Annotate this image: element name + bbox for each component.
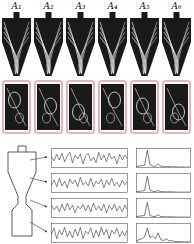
svg-text:A₄: A₄ xyxy=(106,1,117,11)
svg-text:A₆: A₆ xyxy=(170,1,181,11)
svg-text:A₁: A₁ xyxy=(10,1,21,11)
svg-text:A₂: A₂ xyxy=(42,1,53,11)
svg-text:A₃: A₃ xyxy=(74,1,85,11)
svg-text:A₅: A₅ xyxy=(138,1,149,11)
